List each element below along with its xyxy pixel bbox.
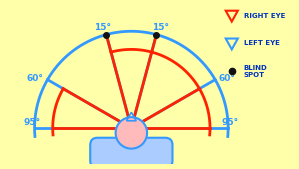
Text: LEFT EYE: LEFT EYE (244, 40, 280, 46)
Text: BLIND
SPOT: BLIND SPOT (244, 65, 268, 78)
Text: 60°: 60° (27, 74, 44, 83)
Text: 60°: 60° (219, 74, 236, 83)
Text: 95°: 95° (222, 117, 239, 127)
FancyBboxPatch shape (90, 138, 173, 168)
Text: 95°: 95° (24, 117, 41, 127)
Text: RIGHT EYE: RIGHT EYE (244, 13, 285, 19)
Text: 15°: 15° (152, 23, 169, 32)
Text: 15°: 15° (94, 23, 111, 32)
Circle shape (116, 117, 147, 149)
